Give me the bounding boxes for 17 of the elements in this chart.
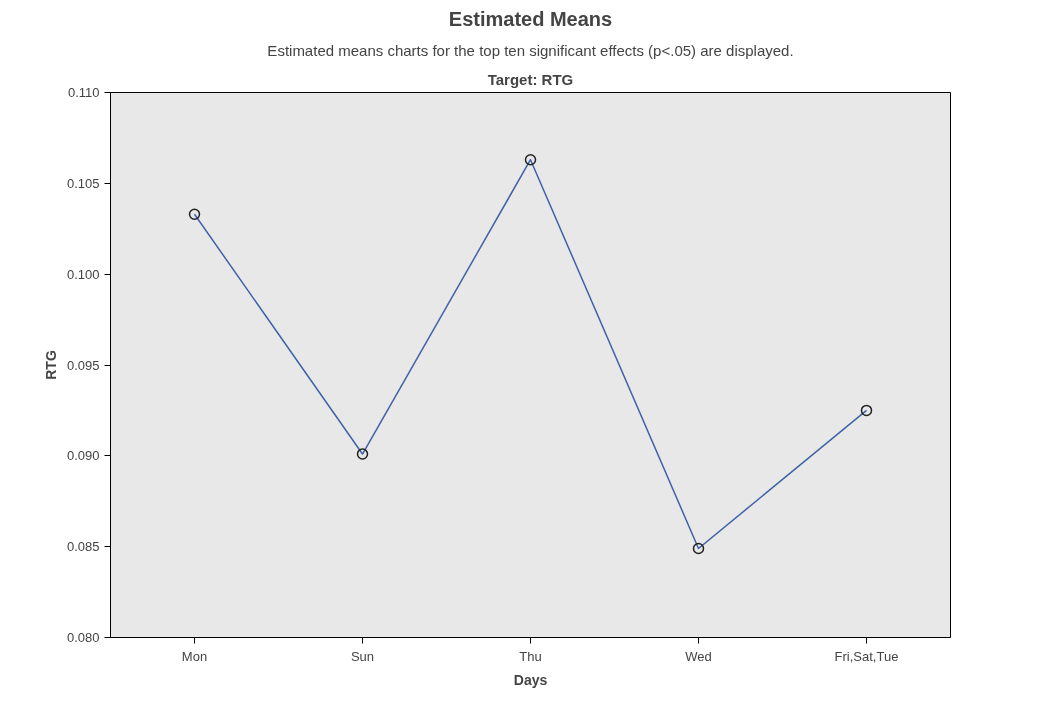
y-axis-title: RTG (42, 350, 59, 380)
x-tick-label: Mon (181, 648, 208, 664)
y-tick-label: 0.110 (67, 85, 100, 100)
x-tick-label: Wed (685, 648, 712, 664)
text: Estimated means charts for the top ten significant effects (p<.05) are displayed. (267, 41, 794, 59)
x-tick-label: Sun (350, 648, 375, 664)
chart-subtitle: Target: RTG (487, 70, 574, 88)
y-tick-label: 0.095 (66, 357, 100, 373)
y-tick-label: 0.090 (66, 448, 100, 464)
y-tick-label: 0.105 (66, 175, 100, 191)
x-tick-label: Thu (519, 648, 542, 664)
y-tick-label: 0.085 (66, 539, 100, 555)
x-tick-label: Fri,Sat,Tue (834, 648, 899, 664)
y-tick-label: 0.080 (66, 630, 100, 645)
y-tick-label: 0.100 (66, 266, 100, 282)
chart-title: Estimated Means (448, 7, 613, 30)
x-axis-title: Days (513, 671, 548, 688)
